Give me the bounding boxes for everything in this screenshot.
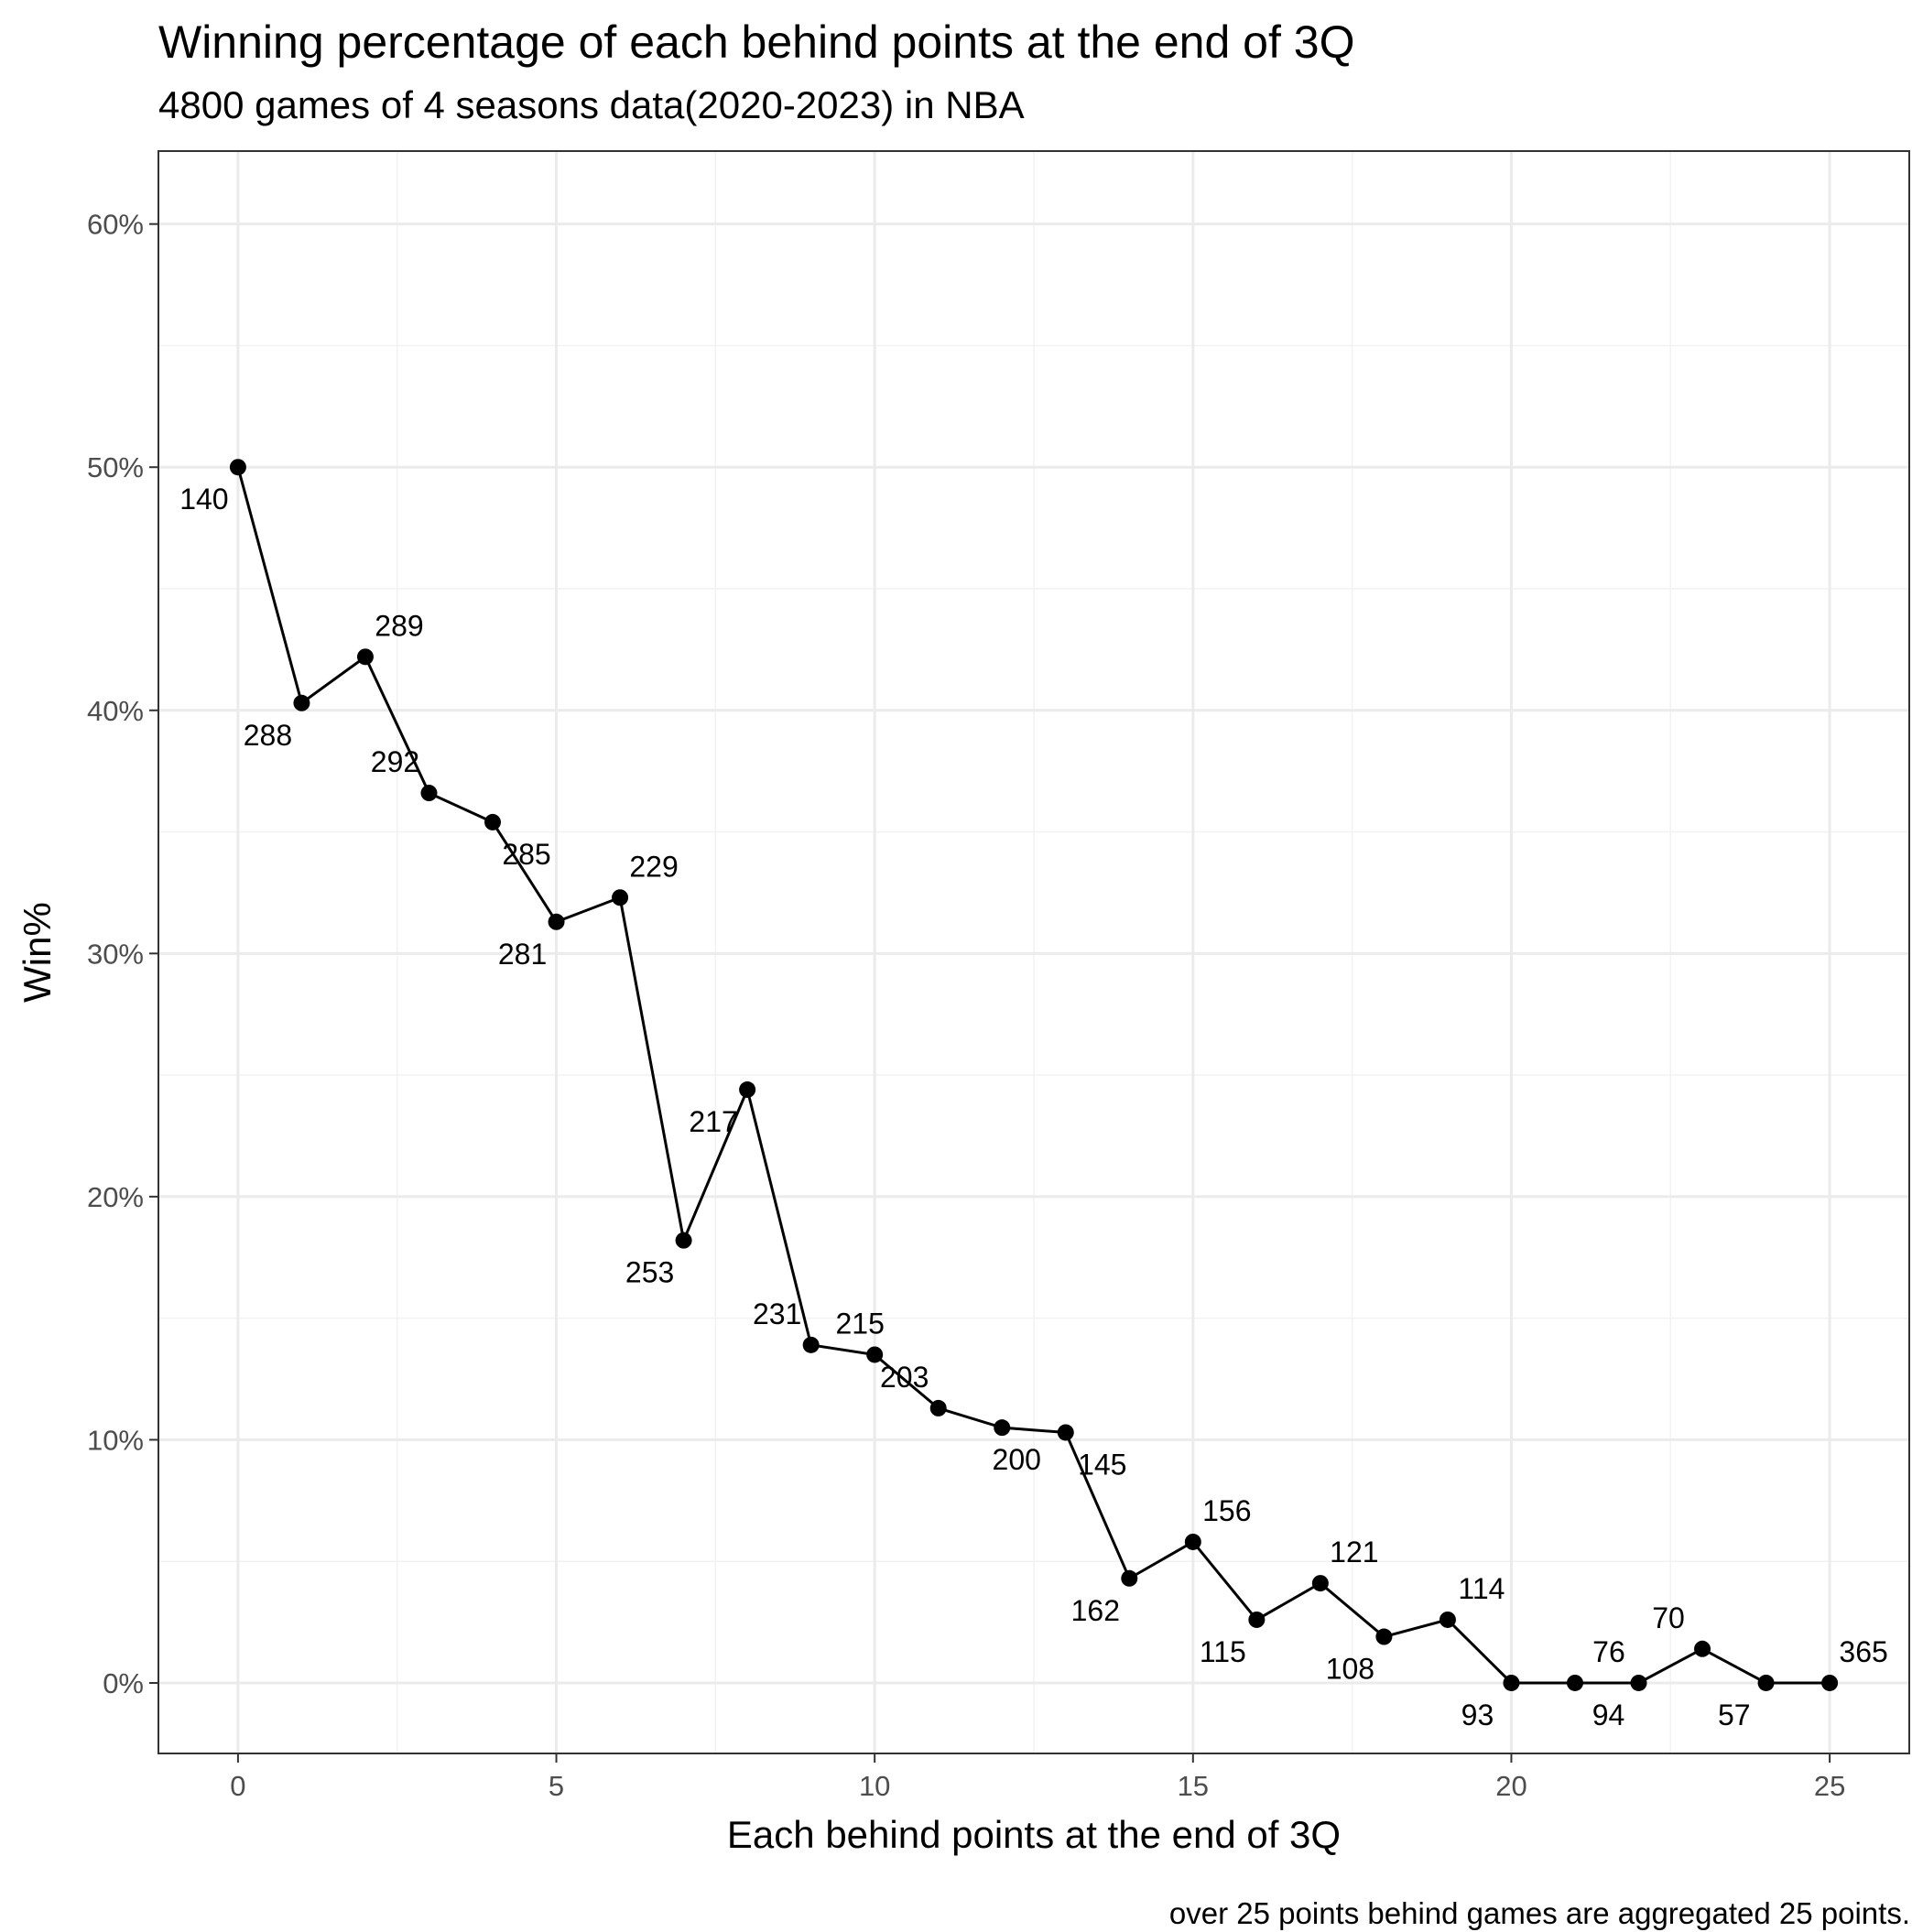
y-tick-label: 60% [87, 209, 144, 241]
data-point [1248, 1611, 1266, 1628]
data-label: 217 [689, 1105, 737, 1138]
data-point [994, 1419, 1011, 1437]
y-axis-title: Win% [16, 902, 59, 1003]
data-point [1503, 1674, 1520, 1691]
data-point [548, 913, 565, 930]
data-label: 108 [1326, 1653, 1374, 1686]
data-label: 253 [625, 1256, 674, 1289]
data-labels: 140 288 289 292 285 281 229 253 217 231 215 203 200 1… [179, 483, 1888, 1731]
data-point [1439, 1611, 1456, 1628]
plot-border [158, 150, 1910, 1754]
data-label: 365 [1839, 1635, 1887, 1668]
data-point [484, 813, 502, 830]
data-label: 162 [1071, 1594, 1120, 1627]
x-axis-title: Each behind points at the end of 3Q [727, 1813, 1341, 1856]
x-axis: 0 5 10 15 20 25 [230, 1753, 1845, 1802]
data-point [802, 1336, 820, 1353]
data-point [420, 785, 438, 802]
y-tick-label: 30% [87, 938, 144, 970]
data-point [1757, 1674, 1775, 1691]
data-point [229, 459, 246, 476]
x-tick-label: 20 [1495, 1770, 1526, 1802]
win-percentage-line [236, 466, 1831, 1685]
x-tick-label: 10 [859, 1770, 890, 1802]
data-label: 203 [880, 1361, 929, 1394]
data-label: 94 [1592, 1699, 1625, 1731]
data-label: 76 [1592, 1635, 1625, 1668]
y-tick-label: 40% [87, 695, 144, 727]
data-point [356, 648, 374, 666]
data-point [1121, 1569, 1138, 1587]
data-point [866, 1346, 884, 1363]
x-tick-label: 25 [1814, 1770, 1845, 1802]
y-tick-label: 0% [103, 1667, 144, 1699]
chart-title: Winning percentage of each behind points… [158, 16, 1355, 68]
data-points [229, 459, 1839, 1691]
data-point [675, 1232, 692, 1249]
data-point [929, 1399, 947, 1416]
x-tick-label: 5 [549, 1770, 564, 1802]
data-label: 93 [1461, 1699, 1494, 1731]
data-point [612, 889, 629, 906]
data-label: 115 [1200, 1635, 1246, 1668]
data-point [739, 1081, 756, 1099]
y-axis: 0% 10% 20% 30% 40% 50% 60% [87, 209, 158, 1699]
data-label: 281 [498, 938, 547, 971]
data-label: 114 [1458, 1572, 1505, 1605]
data-label: 285 [502, 838, 550, 871]
data-label: 57 [1718, 1699, 1751, 1731]
data-point [1311, 1575, 1329, 1592]
data-label: 231 [753, 1297, 801, 1330]
data-point [1375, 1628, 1393, 1645]
chart-subtitle: 4800 games of 4 seasons data(2020-2023) … [158, 83, 1025, 126]
data-label: 121 [1330, 1536, 1378, 1568]
data-label: 215 [835, 1307, 884, 1340]
data-point [1184, 1533, 1201, 1550]
data-label: 289 [375, 609, 423, 642]
data-point [1057, 1424, 1074, 1441]
data-label: 156 [1202, 1494, 1251, 1527]
y-tick-label: 50% [87, 451, 144, 483]
data-label: 140 [179, 483, 228, 516]
data-label: 145 [1078, 1448, 1126, 1481]
data-point [1694, 1640, 1711, 1657]
data-label: 288 [244, 719, 292, 752]
data-label: 292 [371, 745, 419, 778]
gridlines [158, 151, 1909, 1753]
y-tick-label: 20% [87, 1181, 144, 1213]
data-point [1566, 1674, 1583, 1691]
y-tick-label: 10% [87, 1424, 144, 1456]
data-point [1630, 1674, 1647, 1691]
chart-caption: over 25 points behind games are aggregat… [1168, 1896, 1910, 1930]
data-label: 200 [993, 1443, 1041, 1476]
data-point [1821, 1674, 1839, 1691]
data-label: 70 [1652, 1601, 1685, 1634]
x-tick-label: 15 [1178, 1770, 1209, 1802]
data-label: 229 [629, 850, 678, 883]
data-point [293, 694, 310, 711]
x-tick-label: 0 [230, 1770, 245, 1802]
